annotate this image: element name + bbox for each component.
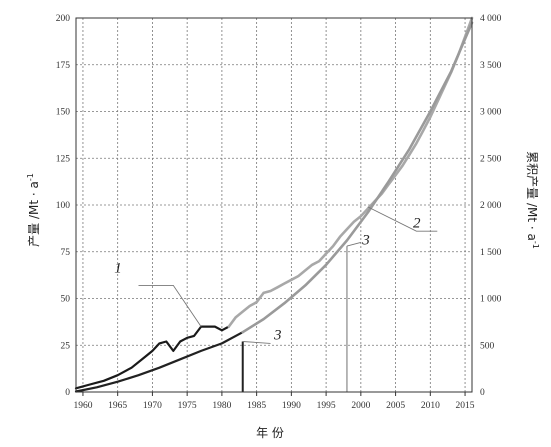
y-tick-label-left: 0	[65, 388, 70, 398]
series-line-1	[227, 16, 474, 328]
grid-lines	[76, 18, 472, 396]
y-tick-label-right: 3 000	[480, 108, 502, 118]
annotation-label: 1	[114, 260, 122, 276]
series-line-3	[74, 331, 244, 393]
y-tick-label-left: 75	[61, 248, 71, 258]
annotation-label: 3	[273, 328, 282, 344]
y-tick-label-left: 150	[56, 108, 71, 118]
x-tick-label: 1965	[108, 401, 127, 411]
x-axis-title: 年 份	[256, 426, 284, 440]
annotations: 1 2 3 3	[114, 206, 438, 344]
y-tick-label-right: 2 000	[480, 201, 502, 211]
data-series	[74, 16, 474, 393]
x-tick-label: 2000	[351, 401, 370, 411]
annotation-label: 3	[361, 232, 370, 248]
annotation-label: 2	[413, 215, 421, 231]
x-tick-label: 2010	[421, 401, 440, 411]
annotation-leader-line	[138, 284, 202, 327]
x-tick-label: 1980	[212, 401, 231, 411]
x-tick-label: 1995	[317, 401, 336, 411]
y-tick-label-right: 3 500	[480, 61, 502, 71]
y-tick-label-right: 4 000	[480, 14, 502, 24]
y-tick-label-right: 0	[480, 388, 485, 398]
annotation-leader-line	[242, 341, 271, 344]
y-axis-title-right: 累积产量 /Mt · a-1	[525, 151, 540, 249]
x-tick-label: 2005	[386, 401, 405, 411]
x-tick-label: 1990	[282, 401, 301, 411]
y-tick-label-left: 25	[61, 341, 71, 351]
year-markers	[241, 246, 348, 392]
x-tick-label: 1960	[73, 401, 92, 411]
x-tick-label: 2015	[456, 401, 475, 411]
plot-frame	[75, 17, 473, 393]
x-tick-label: 1975	[178, 401, 197, 411]
y-tick-label-left: 175	[56, 61, 71, 71]
y-tick-label-left: 100	[56, 201, 71, 211]
y-tick-label-right: 500	[480, 341, 495, 351]
annotation-leader-line	[367, 206, 438, 232]
annotation-leader-line	[346, 241, 361, 247]
y-tick-label-left: 200	[56, 14, 71, 24]
y-tick-label-left: 50	[61, 295, 71, 305]
y-tick-label-left: 125	[56, 154, 71, 164]
y-tick-label-right: 2 500	[480, 154, 502, 164]
x-tick-label: 1970	[143, 401, 162, 411]
y-tick-label-right: 1 000	[480, 295, 502, 305]
series-line-1	[74, 325, 230, 390]
y-axis-title-left: 产量 /Mt · a-1	[26, 173, 41, 247]
x-tick-label: 1985	[247, 401, 266, 411]
series-line-3	[241, 21, 474, 334]
y-tick-label-right: 1 500	[480, 248, 502, 258]
